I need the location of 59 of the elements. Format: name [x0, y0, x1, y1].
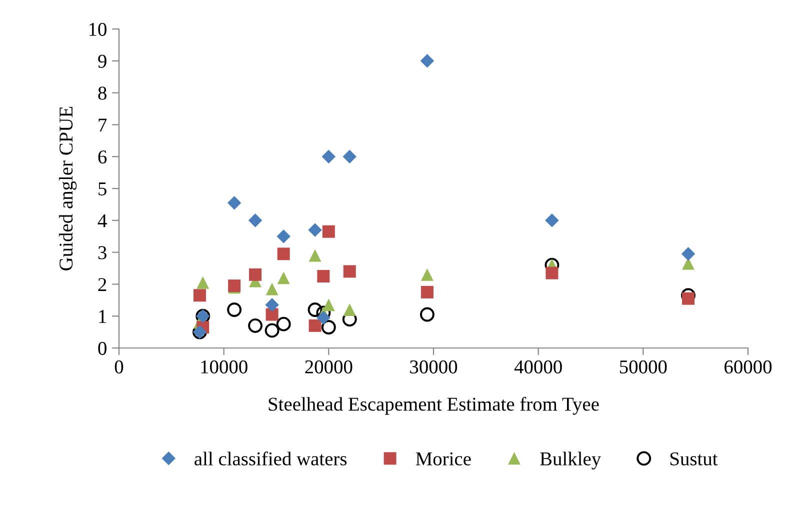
point: [277, 248, 290, 260]
y-tick-label: 0: [98, 342, 106, 355]
point: [682, 292, 694, 305]
point: [342, 150, 357, 164]
point: [316, 310, 330, 325]
point: [227, 302, 242, 317]
point: [420, 54, 434, 68]
y-axis-title: Guided angler CPUE: [58, 106, 77, 270]
y-tick-label: 10: [89, 22, 106, 36]
legend-label: Bulkley: [540, 452, 602, 470]
point: [308, 249, 322, 262]
point: [545, 214, 559, 228]
y-tick-label: 5: [98, 182, 106, 196]
y-tick-label: 1: [99, 310, 106, 323]
legend-label: Sustut: [670, 452, 718, 466]
point: [343, 303, 356, 316]
point: [308, 319, 322, 332]
x-tick-label: 60000: [724, 360, 772, 374]
y-tick-label: 9: [98, 54, 106, 68]
point: [264, 323, 280, 338]
point: [681, 247, 696, 261]
point: [343, 265, 356, 278]
point: [308, 302, 322, 317]
point: [266, 282, 278, 296]
point: [193, 289, 206, 302]
point: [276, 229, 290, 244]
point: [266, 308, 278, 321]
y-tick-label: 8: [98, 86, 106, 100]
point: [321, 320, 336, 334]
point: [308, 223, 322, 237]
x-tick-label: 20000: [305, 360, 352, 374]
legend-label: Morice: [416, 452, 471, 466]
point: [322, 150, 336, 164]
y-tick-label: 2: [98, 278, 106, 291]
point: [248, 214, 262, 228]
point: [322, 225, 335, 238]
x-tick-label: 10000: [201, 360, 248, 374]
x-axis-title: Steelhead Escapement Estimate from Tyee: [268, 396, 599, 415]
point: [277, 272, 290, 284]
x-tick-label: 40000: [514, 360, 562, 374]
point: [546, 266, 558, 280]
point: [276, 316, 291, 332]
point: [248, 318, 263, 333]
y-tick-label: 3: [98, 246, 106, 260]
y-tick-label: 7: [98, 118, 107, 132]
legend-label: all classified waters: [194, 452, 347, 466]
point: [227, 196, 242, 210]
point: [249, 268, 262, 281]
point: [420, 268, 434, 281]
point: [196, 276, 210, 289]
x-tick-label: 30000: [410, 360, 458, 374]
point: [420, 286, 434, 298]
y-tick-label: 6: [98, 150, 107, 164]
x-tick-label: 0: [114, 360, 124, 374]
point: [420, 307, 434, 322]
x-tick-label: 50000: [620, 360, 667, 374]
point: [265, 298, 279, 312]
point: [317, 270, 330, 282]
y-tick-label: 4: [98, 214, 107, 228]
